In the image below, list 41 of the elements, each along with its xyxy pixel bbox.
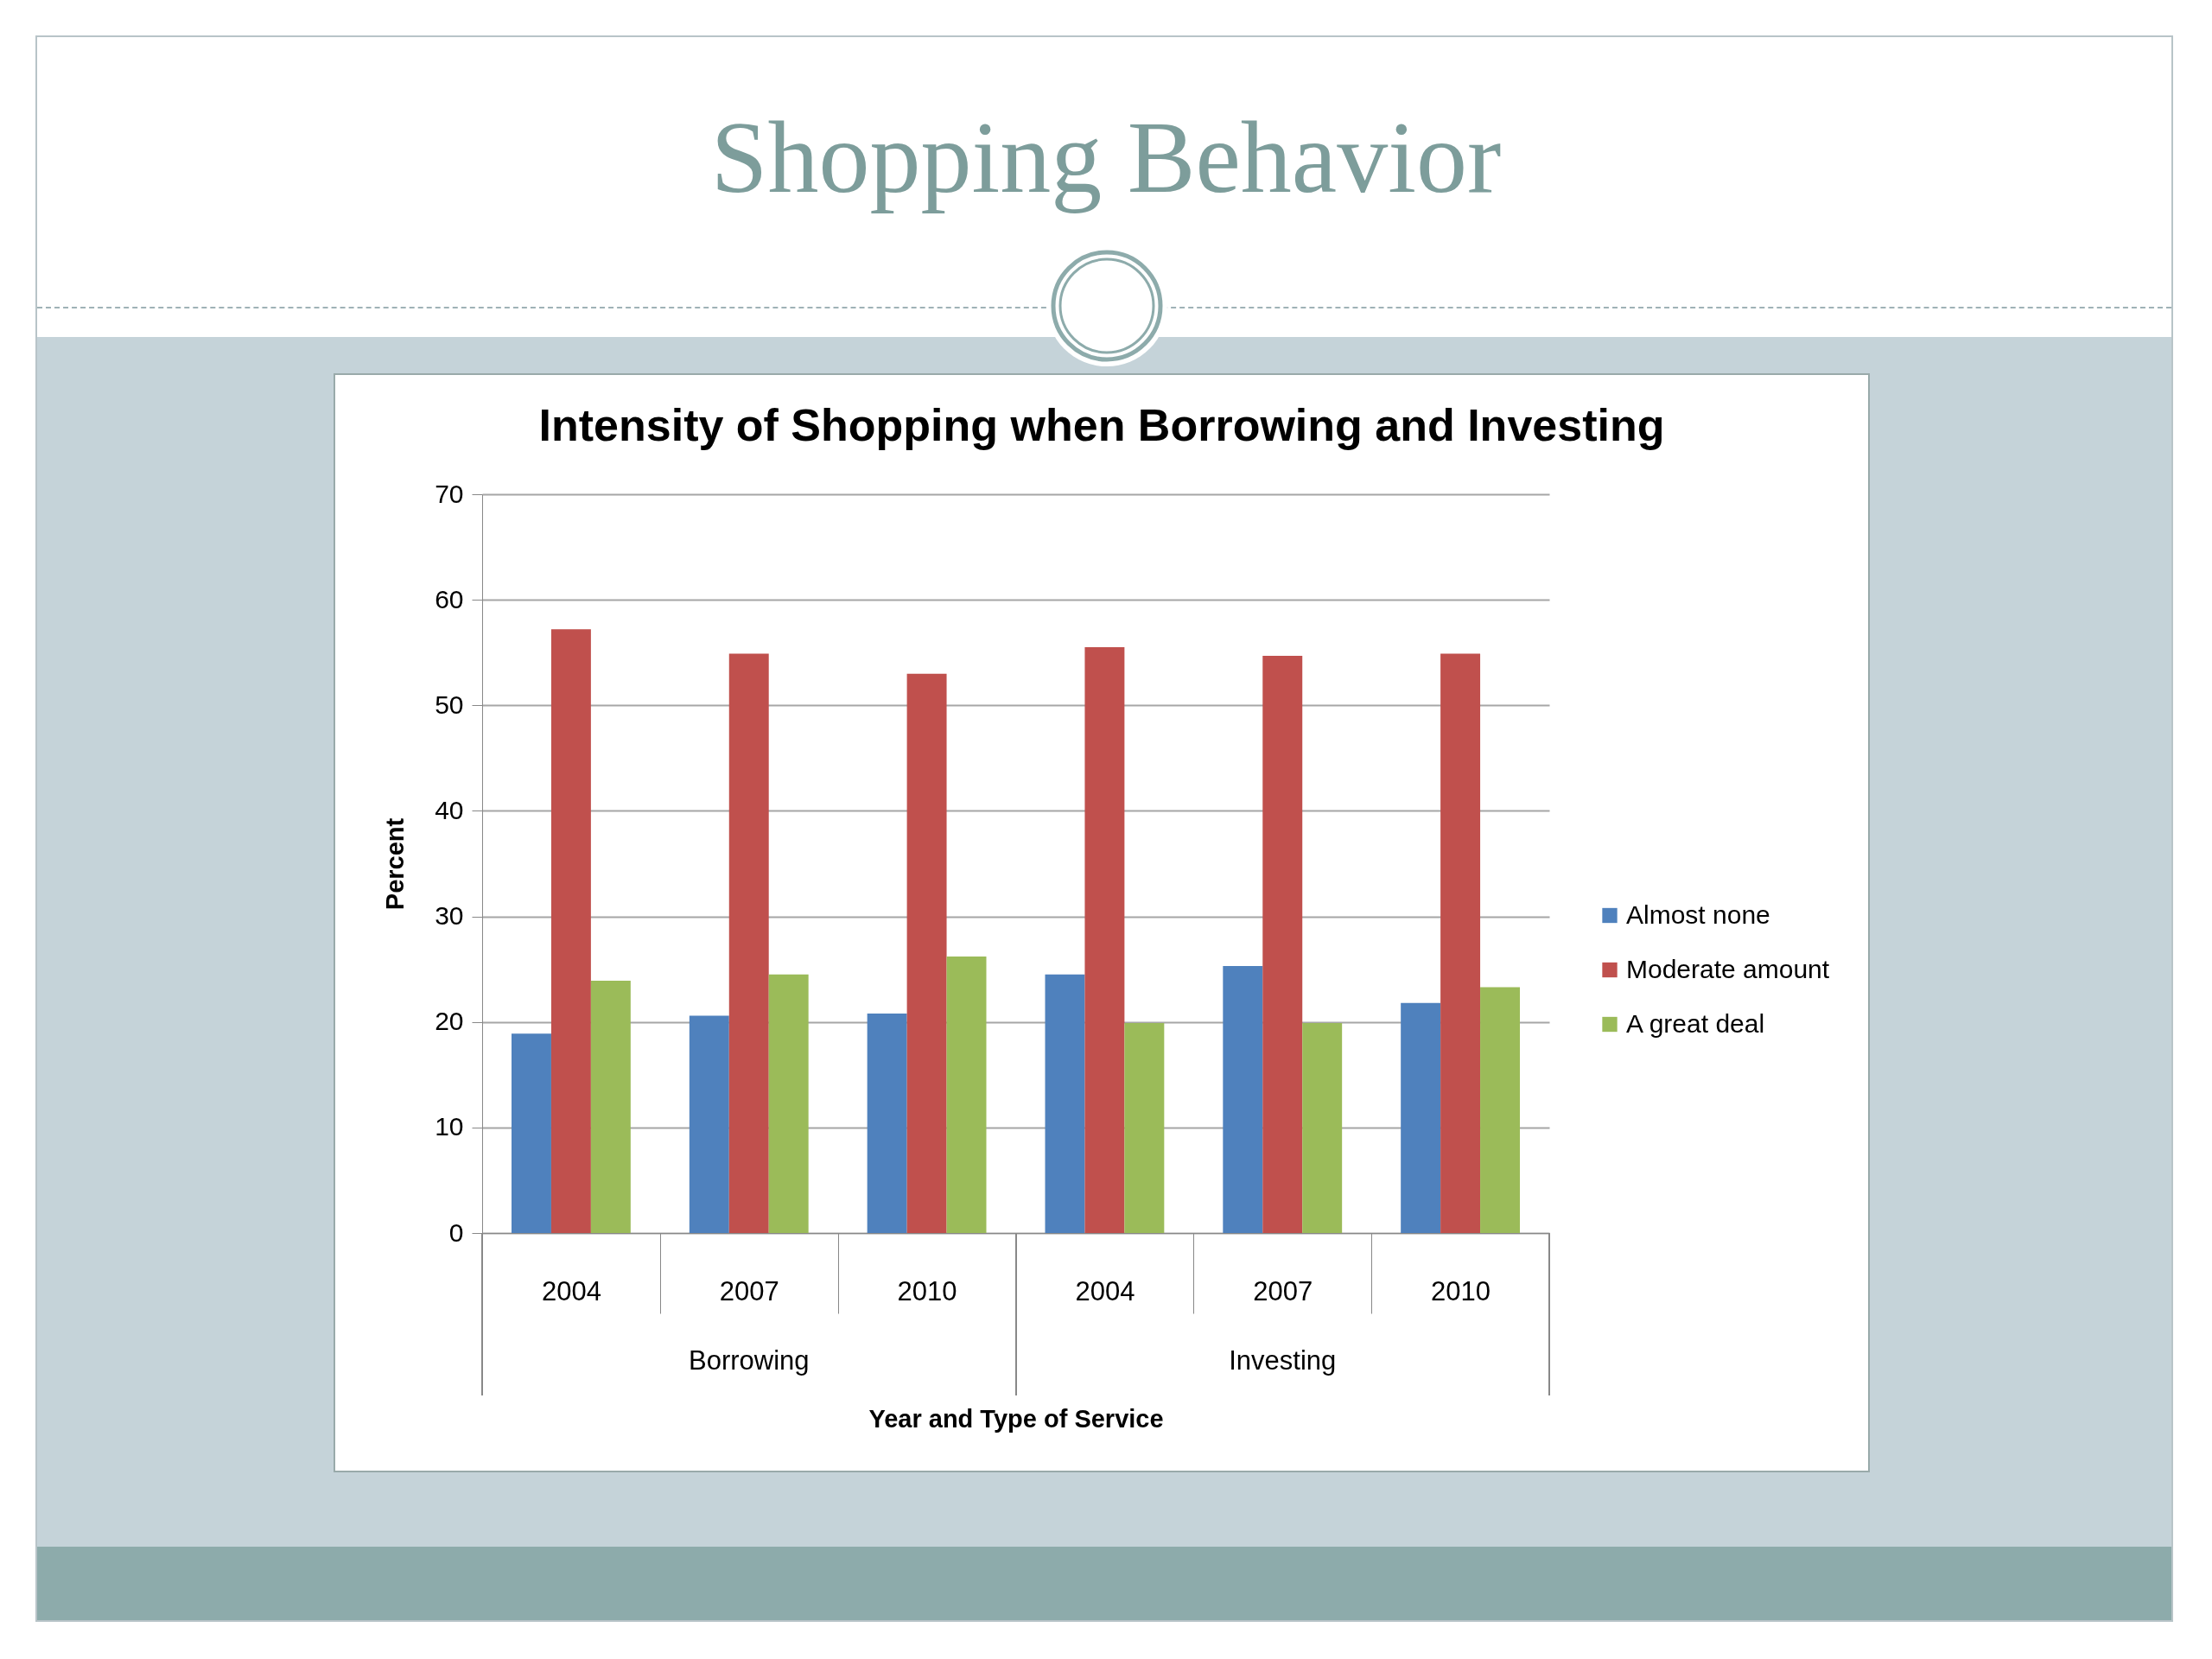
x-tick-label: 2010 [1431,1275,1491,1306]
y-tick-label: 50 [435,690,464,719]
bar [512,1033,551,1233]
bar [1262,655,1303,1233]
chart-title: Shopping Behavior [709,100,1503,216]
bar [1480,987,1520,1233]
bar [1045,974,1085,1233]
bar [689,1015,729,1233]
x-tick-label: 2004 [1075,1275,1135,1306]
bar [590,981,631,1233]
bar [1302,1022,1343,1233]
y-tick-label: 10 [435,1112,464,1141]
bar [550,629,591,1233]
x-tick-label: 2007 [1253,1275,1313,1306]
bar [1440,653,1481,1233]
text: Borrowing [688,1345,810,1376]
y-tick-label: 0 [448,1217,464,1247]
x-tick-label: 2007 [719,1275,779,1306]
legend-label: Moderate amount [1626,954,1830,983]
bar [728,653,769,1233]
bar [1401,1002,1441,1233]
bar [768,974,809,1233]
x-axis-title: Year and Type of Service [868,1405,1164,1433]
bar [1124,1022,1165,1233]
legend-label: Almost none [1626,899,1770,929]
text: Investing [1229,1345,1337,1376]
y-tick-label: 60 [435,584,464,613]
bar [906,673,947,1233]
bar [1084,647,1125,1233]
y-tick-label: 30 [435,901,464,931]
bar [867,1013,907,1233]
bar [1223,965,1263,1233]
bar [946,956,987,1233]
x-tick-label: 2010 [897,1275,957,1306]
chart-subtitle: Intensity of Shopping when Borrowing and Investing [537,399,1666,451]
y-tick-label: 70 [435,479,464,508]
x-tick-label: 2004 [541,1275,601,1306]
y-tick-label: 40 [435,795,464,824]
y-tick-label: 20 [435,1007,464,1036]
legend-label: A great deal [1626,1008,1765,1038]
y-axis-title: Percent [381,817,410,911]
